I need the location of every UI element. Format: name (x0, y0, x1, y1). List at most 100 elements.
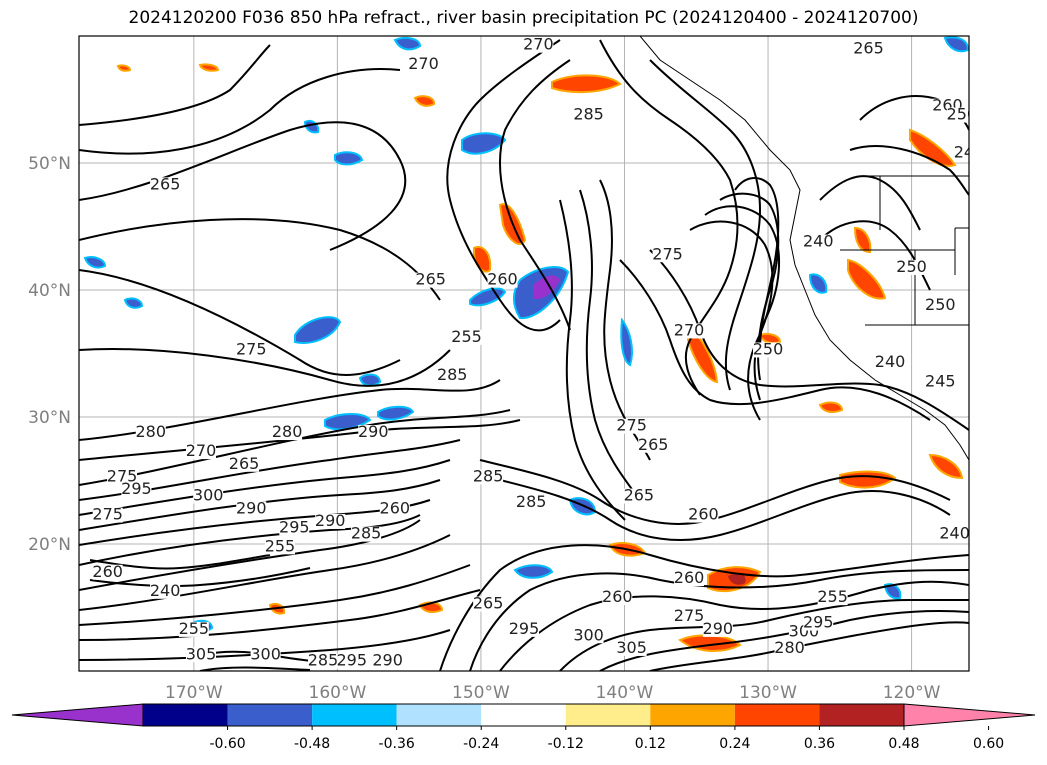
contour-label-halo (939, 526, 969, 542)
contour-label-halo (315, 513, 346, 529)
contour-label: 250 (947, 105, 978, 124)
contour-label-halo (107, 469, 138, 485)
contour-label-halo (753, 342, 784, 358)
contour-label-halo (308, 653, 339, 669)
map-frame (78, 35, 970, 672)
contour-label-halo (229, 456, 260, 472)
colorbar: -0.60 -0.48 -0.36 -0.24 -0.12 0.12 0.24 0.36 0.4… (11, 703, 1036, 752)
contour-label: 285 (351, 524, 382, 543)
colorbar-tick-label: 0.36 (804, 736, 835, 752)
colorbar-segment (143, 704, 228, 726)
contour-label-halo (573, 107, 604, 123)
contour-label: 265 (638, 435, 669, 454)
contour-label-halo (674, 323, 705, 339)
contour-label-halo (437, 367, 468, 383)
colorbar-segment (227, 704, 313, 726)
lat-label: 40°N (28, 281, 71, 301)
contour-label: 255 (451, 327, 482, 346)
chart-title: 2024120200 F036 850 hPa refract., river … (128, 8, 919, 28)
contour-label: 280 (272, 422, 303, 441)
latitude-labels: 50°N 40°N 30°N 20°N (28, 154, 71, 555)
contour-label-halo (193, 488, 224, 504)
contour-label-halo (652, 247, 683, 263)
lon-label: 160°W (309, 683, 367, 703)
lat-label: 20°N (28, 535, 71, 555)
contour-label-halo (817, 590, 848, 606)
contour-label-halo (336, 653, 367, 669)
contour-label-halo (121, 482, 152, 498)
contour-label: 255 (179, 619, 210, 638)
contour-label: 275 (92, 505, 123, 524)
contour-label-halo (674, 571, 705, 587)
contour-label-halo (408, 56, 439, 72)
colorbar-outline (142, 703, 905, 727)
contour-label-halo (487, 272, 518, 288)
colorbar-tick-label: -0.60 (209, 736, 245, 752)
contour-label: 275 (652, 244, 683, 263)
contour-label: 295 (121, 479, 152, 498)
colorbar-segment (734, 704, 820, 726)
contour-label-halo (473, 596, 504, 612)
contour-label-halo (272, 425, 303, 441)
contour-label-halo (372, 653, 403, 669)
contour-label-halo (473, 469, 504, 485)
contour-label: 285 (437, 365, 468, 384)
contour-label: 260 (380, 498, 411, 517)
lon-label: 150°W (452, 683, 510, 703)
colorbar-segment (396, 704, 482, 726)
contour-label: 280 (136, 422, 167, 441)
contour-label: 300 (193, 486, 224, 505)
contour-label-halo (150, 177, 181, 193)
contour-label: 285 (573, 105, 604, 124)
lon-label: 120°W (883, 683, 941, 703)
colorbar-tick-label: 0.48 (888, 736, 919, 752)
contour-label: 290 (315, 511, 346, 530)
contour-label-halo (925, 374, 956, 390)
colorbar-segment (312, 704, 397, 726)
contour-label: 265 (853, 39, 884, 58)
contour-label: 260 (688, 505, 719, 524)
contour-label-halo (236, 342, 267, 358)
state-borders (840, 175, 969, 326)
colorbar-segment (819, 704, 904, 726)
contour-label: 265 (624, 486, 655, 505)
contour-label: 250 (896, 257, 927, 276)
contour-label: 270 (186, 441, 217, 460)
colorbar-tick-label: -0.48 (294, 736, 330, 752)
contour-label: 265 (473, 594, 504, 613)
contour-label-halo (415, 272, 446, 288)
contour-label: 295 (803, 613, 834, 632)
contour-label-halo (573, 628, 604, 644)
contour-label-halo (250, 647, 281, 663)
longitude-labels: 170°W 160°W 150°W 140°W 130°W 120°W (165, 683, 941, 703)
contour-label-halo (279, 520, 310, 536)
contour-label: 240 (939, 524, 970, 543)
lon-label: 170°W (165, 683, 223, 703)
lat-label: 50°N (28, 154, 71, 174)
contour-label: 245 (925, 371, 956, 390)
lon-label: 130°W (739, 683, 797, 703)
contour-label: 275 (107, 467, 138, 486)
contour-label: 275 (674, 606, 705, 625)
contour-label-halo (135, 425, 166, 441)
colorbar-segment (481, 704, 566, 726)
colorbar-tick-label: 0.60 (973, 736, 1004, 752)
contour-label-halo (509, 621, 539, 637)
contour-label-halo (451, 329, 482, 345)
contour-label: 305 (186, 644, 217, 663)
contour-label: 260 (674, 568, 705, 587)
contour-label-halo (516, 494, 547, 510)
contour-label: 270 (674, 320, 705, 339)
contour-label-halo (358, 425, 389, 441)
contour-label: 260 (602, 587, 633, 606)
contour-label-halo (523, 37, 554, 53)
contour-label: 240 (875, 352, 906, 371)
contour-label: 295 (509, 619, 540, 638)
contour-label: 300 (573, 625, 604, 644)
contour-label-halo (875, 355, 906, 371)
contour-label-halo (236, 501, 267, 517)
contour-label: 290 (236, 498, 267, 517)
contour-label: 305 (616, 638, 647, 657)
lat-label: 30°N (28, 408, 71, 428)
